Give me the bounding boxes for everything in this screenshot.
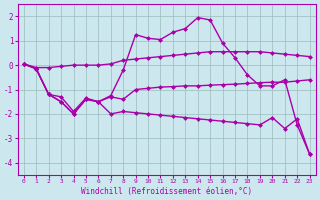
X-axis label: Windchill (Refroidissement éolien,°C): Windchill (Refroidissement éolien,°C) <box>81 187 252 196</box>
